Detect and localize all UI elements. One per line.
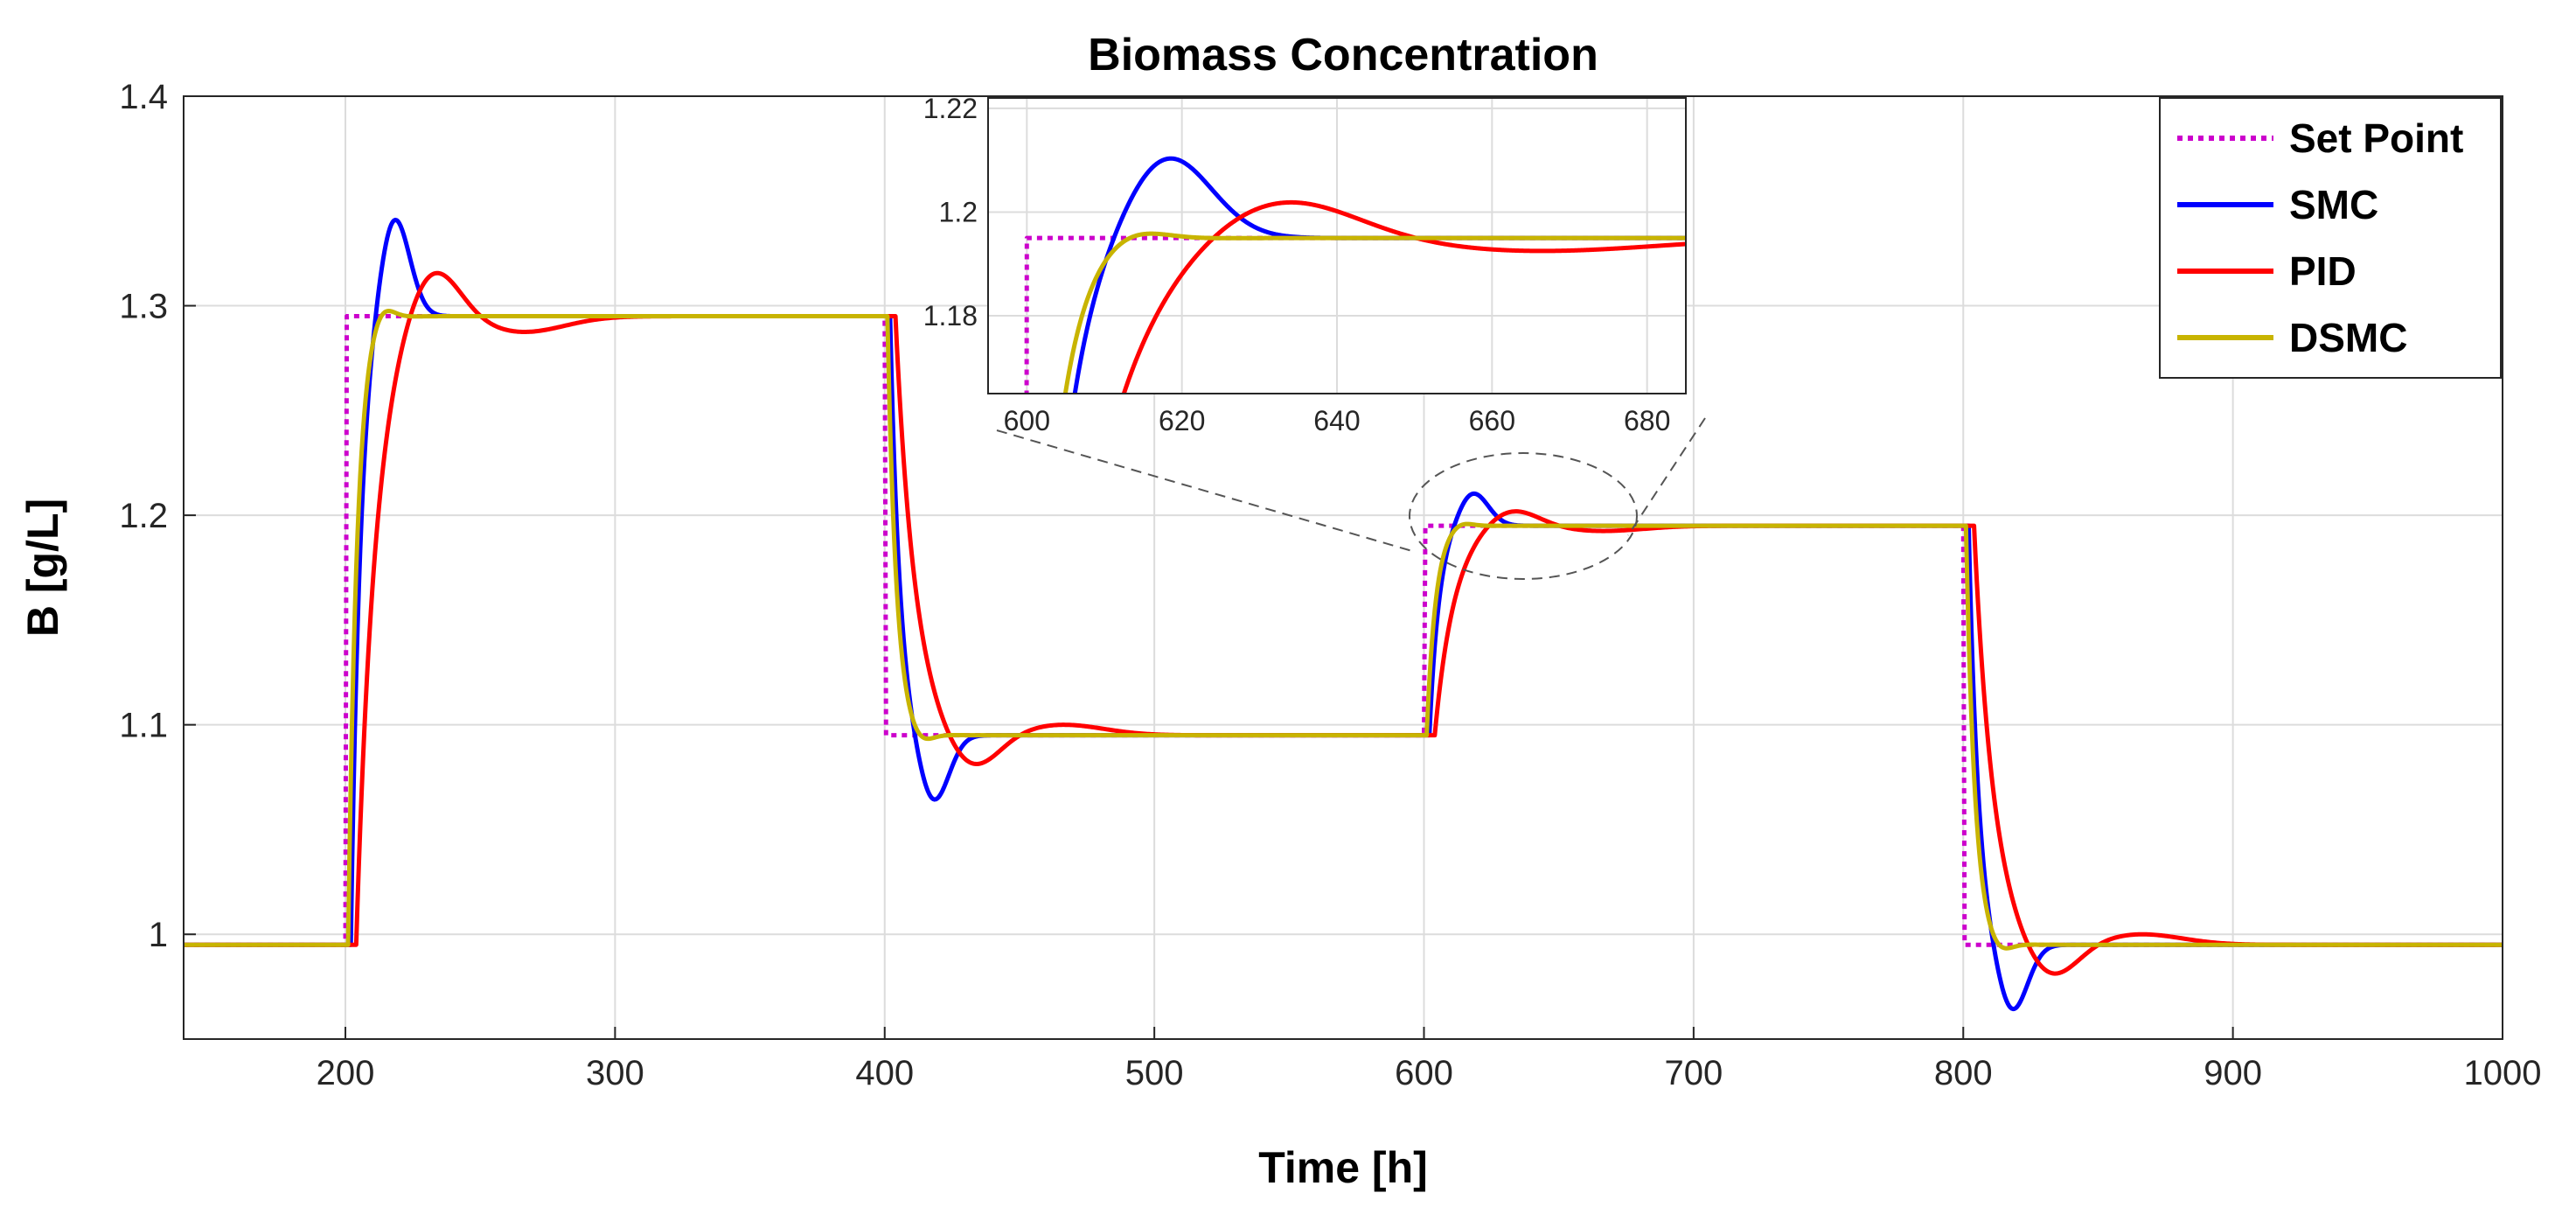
inset-y-tick-label: 1.22 bbox=[923, 93, 978, 124]
plot-frame bbox=[183, 95, 2503, 1040]
inset-frame bbox=[987, 97, 1687, 394]
chart-title: Biomass Concentration bbox=[1088, 30, 1598, 80]
x-axis-label: Time [h] bbox=[1258, 1143, 1428, 1192]
x-tick-label: 400 bbox=[855, 1054, 914, 1092]
x-tick-label: 200 bbox=[317, 1054, 375, 1092]
inset-series-line-pid bbox=[1121, 199, 1686, 394]
inset-x-tick-label: 660 bbox=[1469, 405, 1515, 436]
inset-x-tick-label: 600 bbox=[1004, 405, 1050, 436]
legend-label-set-point: Set Point bbox=[2289, 115, 2463, 161]
series-line-dsmc bbox=[184, 309, 2503, 951]
x-tick-label: 700 bbox=[1665, 1054, 1723, 1092]
legend-box bbox=[2159, 97, 2502, 379]
zoom-connector-left bbox=[996, 429, 1413, 552]
x-tick-label: 1000 bbox=[2464, 1054, 2542, 1092]
legend: Set Point SMC PID DSMC bbox=[2159, 97, 2502, 379]
legend-label-pid: PID bbox=[2289, 248, 2357, 294]
y-axis-label: B [g/L] bbox=[18, 499, 67, 637]
inset-x-tick-label: 680 bbox=[1624, 405, 1670, 436]
inset-y-tick-label: 1.2 bbox=[939, 196, 978, 227]
x-tick-label: 600 bbox=[1395, 1054, 1453, 1092]
y-tick-label: 1 bbox=[149, 916, 168, 954]
y-tick-label: 1.1 bbox=[119, 707, 168, 745]
x-tick-label: 900 bbox=[2204, 1054, 2262, 1092]
x-tick-label: 800 bbox=[1934, 1054, 1993, 1092]
legend-label-dsmc: DSMC bbox=[2289, 315, 2407, 360]
inset-x-tick-label: 640 bbox=[1313, 405, 1360, 436]
x-tick-label: 300 bbox=[586, 1054, 644, 1092]
y-tick-label: 1.3 bbox=[119, 288, 168, 326]
inset-y-tick-label: 1.18 bbox=[923, 300, 978, 331]
inset-x-tick-label: 620 bbox=[1159, 405, 1205, 436]
inset-series-line-dsmc bbox=[1062, 231, 1686, 394]
y-tick-label: 1.4 bbox=[119, 78, 168, 116]
x-tick-label: 500 bbox=[1125, 1054, 1184, 1092]
inset-series-line-set-point bbox=[1024, 235, 1686, 394]
legend-label-smc: SMC bbox=[2289, 182, 2378, 227]
y-tick-label: 1.2 bbox=[119, 497, 168, 535]
zoom-connector-right bbox=[1627, 417, 1706, 536]
zoom-ellipse bbox=[1409, 452, 1638, 580]
